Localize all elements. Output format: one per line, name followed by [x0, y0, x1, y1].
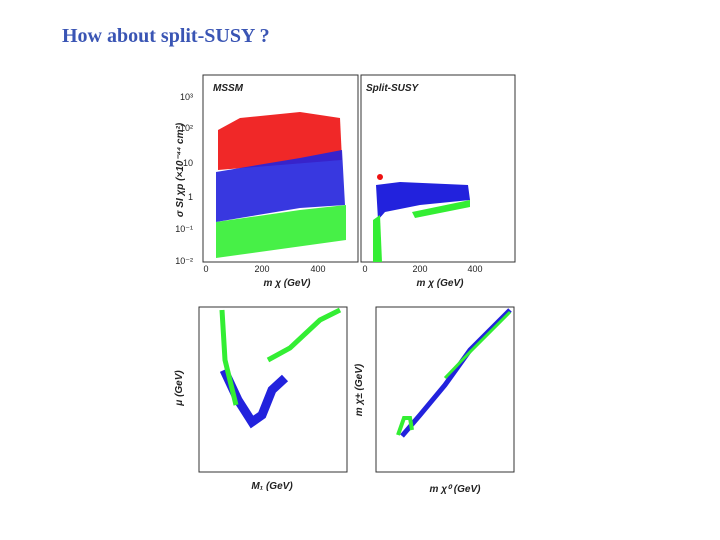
mu-panel: M₁ (GeV) μ (GeV) — [174, 306, 348, 492]
split-susy-panel: Split-SUSY 0 200 400 m χ (GeV) — [360, 74, 516, 289]
mssm-panel: MSSM 10³ 10² 10 1 10⁻¹ 10⁻² 0 200 400 m … — [175, 74, 359, 289]
x-tick-label: 200 — [254, 264, 269, 274]
red-point — [377, 174, 383, 180]
y-tick-label: 10³ — [180, 92, 193, 102]
green-region — [216, 205, 346, 258]
x-axis-label: m χ (GeV) — [264, 278, 312, 289]
x-tick-label: 200 — [412, 264, 427, 274]
y-tick-label: 10⁻² — [175, 256, 193, 266]
blue-region — [216, 150, 345, 222]
x-axis-label: m χ⁰ (GeV) — [430, 484, 482, 495]
red-region — [218, 112, 342, 170]
x-tick-label: 400 — [467, 264, 482, 274]
y-axis-label: m χ± (GeV) — [354, 363, 365, 416]
green-curve — [443, 310, 512, 380]
y-tick-label: 1 — [188, 192, 193, 202]
y-tick-label: 10² — [180, 123, 193, 133]
x-axis-label: M₁ (GeV) — [251, 481, 293, 492]
panel-label: Split-SUSY — [366, 83, 420, 94]
y-axis-label: μ (GeV) — [174, 370, 185, 407]
y-axis-label: σ SI χp (×10⁻⁴⁴ cm²) — [175, 122, 186, 217]
x-tick-label: 400 — [310, 264, 325, 274]
x-tick-label: 0 — [362, 264, 367, 274]
green-region — [373, 215, 382, 262]
y-tick-label: 10⁻¹ — [175, 224, 193, 234]
green-curve — [219, 309, 239, 406]
panel-frame — [375, 306, 515, 473]
panel-frame — [360, 74, 516, 263]
panel-label: MSSM — [213, 83, 244, 94]
green-curve — [266, 307, 342, 363]
slide-title: How about split-SUSY ? — [62, 25, 270, 47]
blue-region — [376, 182, 470, 220]
x-axis-label: m χ (GeV) — [417, 278, 465, 289]
x-tick-label: 0 — [203, 264, 208, 274]
panel-frame — [202, 74, 359, 263]
y-tick-label: 10 — [183, 158, 193, 168]
chargino-panel: m χ⁰ (GeV) m χ± (GeV) — [354, 306, 515, 495]
green-curve — [396, 416, 414, 436]
green-region — [412, 200, 470, 218]
panel-frame — [198, 306, 348, 473]
